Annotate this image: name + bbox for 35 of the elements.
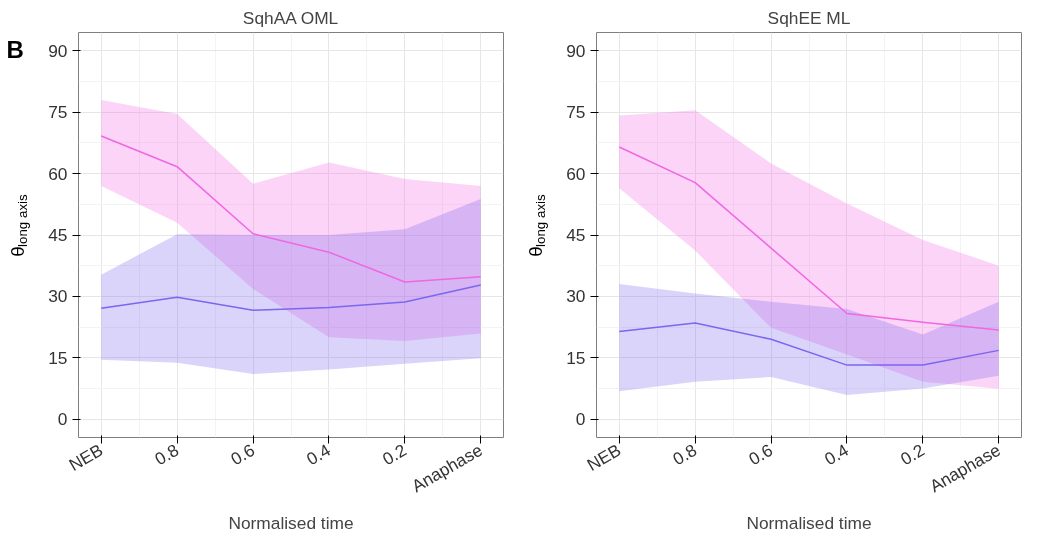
line-series bbox=[618, 322, 1000, 366]
x-axis-title: Normalised time bbox=[746, 512, 872, 533]
y-tick-label: 0 bbox=[575, 409, 586, 430]
text: B bbox=[6, 36, 24, 64]
x-tick-label: NEB bbox=[65, 439, 107, 475]
y-tick-label: 15 bbox=[48, 347, 68, 368]
line-series bbox=[618, 146, 1000, 331]
y-tick-label: 60 bbox=[566, 163, 586, 184]
y-tick-label: 15 bbox=[566, 347, 586, 368]
y-tick-label: 30 bbox=[566, 286, 586, 307]
y-axis-title: θlong axis bbox=[7, 193, 30, 257]
y-tick-label: 60 bbox=[48, 163, 68, 184]
y-tick-label: 75 bbox=[48, 102, 68, 123]
x-tick-label: 0.6 bbox=[227, 439, 259, 470]
x-axis-title: Normalised time bbox=[228, 512, 354, 533]
x-tick-label: 0.4 bbox=[821, 439, 853, 470]
y-tick-label: 75 bbox=[566, 102, 586, 123]
y-axis-title: θlong axis bbox=[525, 193, 548, 257]
y-tick-label: 30 bbox=[48, 286, 68, 307]
y-tick-label: 45 bbox=[48, 225, 68, 245]
x-tick-label: 0.2 bbox=[378, 439, 410, 470]
x-tick-label: 0.8 bbox=[151, 439, 183, 470]
x-tick-label: NEB bbox=[583, 439, 625, 475]
x-tick-label: 0.4 bbox=[303, 439, 335, 470]
x-tick-label: 0.8 bbox=[669, 439, 701, 470]
y-tick-label: 90 bbox=[48, 40, 68, 61]
x-tick-label: 0.2 bbox=[896, 439, 928, 470]
y-tick-label: 0 bbox=[57, 409, 68, 430]
chart-title: SqhAA OML bbox=[242, 7, 339, 28]
y-tick-label: 45 bbox=[566, 225, 586, 245]
x-tick-label: 0.6 bbox=[745, 439, 777, 470]
y-tick-label: 90 bbox=[566, 40, 586, 61]
line-series bbox=[100, 284, 482, 312]
chart-title: SqhEE ML bbox=[767, 7, 851, 28]
line-series bbox=[100, 135, 482, 283]
